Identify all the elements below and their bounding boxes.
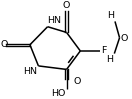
Text: HO: HO (51, 89, 66, 98)
Text: F: F (101, 46, 107, 55)
Text: H: H (106, 55, 113, 64)
Text: O: O (1, 40, 8, 49)
Text: HN: HN (23, 67, 37, 76)
Text: H: H (107, 11, 114, 20)
Text: O: O (74, 77, 81, 86)
Text: O: O (63, 0, 70, 10)
Text: HN: HN (48, 16, 62, 25)
Text: O: O (121, 34, 128, 43)
